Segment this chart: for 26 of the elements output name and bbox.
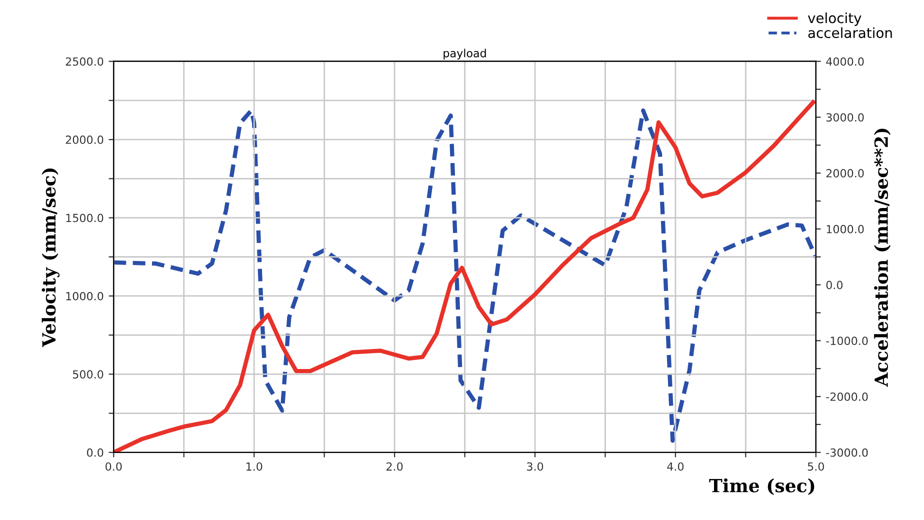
y2-tick-label: 3000.0 <box>826 113 864 122</box>
y-tick-label: 2500.0 <box>66 57 104 66</box>
y-tick-label: 0.0 <box>86 448 104 457</box>
y2-axis-title: Acceleration (mm/sec**2) <box>874 128 891 387</box>
x-tick-label: 3.0 <box>527 462 544 471</box>
x-tick-label: 0.0 <box>106 462 122 471</box>
x-axis-title: Time (sec) <box>709 478 814 495</box>
y-tick-label: 1000.0 <box>66 292 104 300</box>
legend-label: accelaration <box>808 27 892 38</box>
y2-tick-label: 0.0 <box>826 280 843 290</box>
y2-tick-label: 4000.0 <box>826 57 864 66</box>
y-axis-title: Velocity (mm/sec) <box>42 168 60 348</box>
x-tick-label: 2.0 <box>386 462 403 471</box>
legend-label: velocity <box>808 12 862 26</box>
chart-title: payload <box>444 48 486 60</box>
y2-tick-label: -1000.0 <box>826 336 868 346</box>
y2-tick-label: -3000.0 <box>826 448 868 457</box>
y2-tick-label: -2000.0 <box>826 392 868 401</box>
x-tick-label: 4.0 <box>667 462 684 471</box>
y2-tick-label: 2000.0 <box>826 169 864 178</box>
y-tick-label: 500.0 <box>72 370 104 379</box>
y2-tick-label: 1000.0 <box>826 224 864 234</box>
y-tick-label: 2000.0 <box>66 136 104 144</box>
y-tick-label: 1500.0 <box>66 214 104 222</box>
x-tick-label: 1.0 <box>246 462 262 471</box>
x-tick-label: 5.0 <box>808 462 824 471</box>
